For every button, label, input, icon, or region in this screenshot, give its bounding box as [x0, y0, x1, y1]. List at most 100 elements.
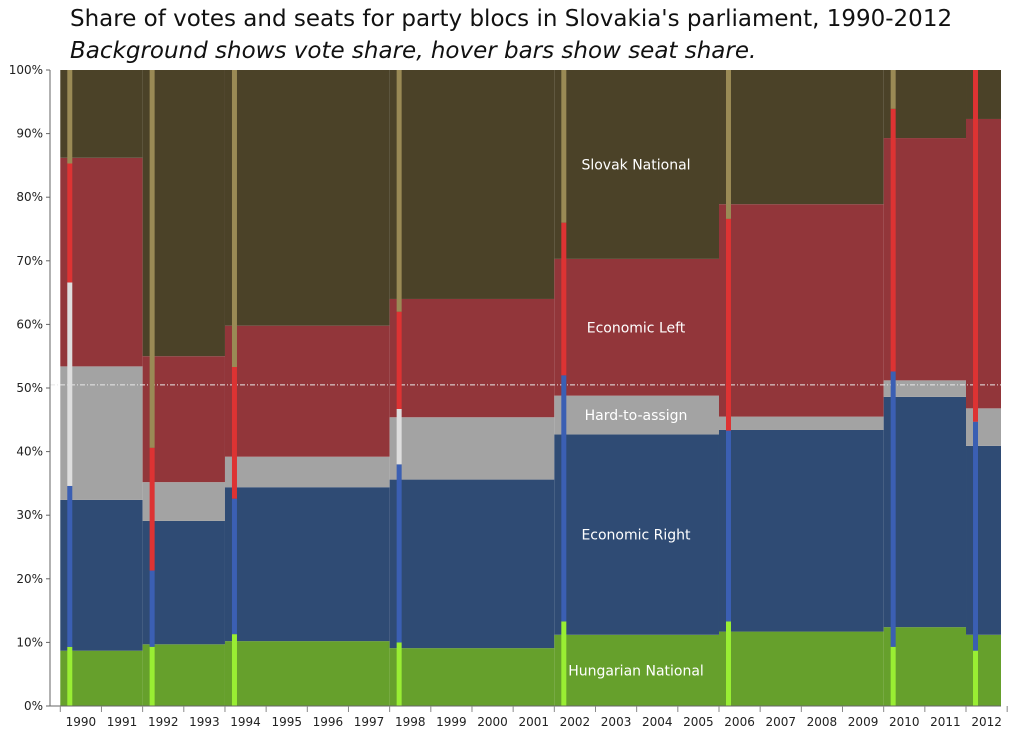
seat-bar-economic-right-2010[interactable]: [890, 371, 896, 647]
seat-bar-slovak-national-1994[interactable]: [231, 70, 237, 368]
seat-bar-hungarian-national-2002[interactable]: [561, 621, 567, 706]
x-tick-label: 1993: [189, 715, 220, 729]
x-tick-label: 2001: [518, 715, 549, 729]
seat-bar-slovak-national-1990[interactable]: [67, 70, 73, 164]
x-tick-label: 2012: [971, 715, 1002, 729]
seat-bar-hungarian-national-2010[interactable]: [890, 646, 896, 706]
y-tick-label: 40%: [16, 445, 43, 459]
seat-bar-economic-right-1990[interactable]: [67, 485, 73, 647]
x-tick-label: 2004: [642, 715, 673, 729]
y-tick-label: 90%: [16, 127, 43, 141]
vote-area-hard-to-assign-2012: [966, 408, 1001, 446]
x-tick-label: 2007: [765, 715, 796, 729]
x-tick-label: 2002: [560, 715, 591, 729]
vote-area-hungarian-national-2002: [554, 634, 719, 706]
seat-bar-economic-left-1994[interactable]: [231, 367, 237, 499]
seat-bar-slovak-national-2006[interactable]: [725, 70, 731, 219]
seat-bar-slovak-national-1998[interactable]: [396, 70, 402, 312]
seat-bar-economic-left-2006[interactable]: [725, 218, 731, 431]
bloc-label-economic-right: Economic Right: [581, 528, 691, 544]
seat-bar-economic-left-1998[interactable]: [396, 311, 402, 409]
bloc-label-economic-left: Economic Left: [587, 320, 686, 336]
vote-area-slovak-national-1990: [60, 70, 143, 158]
vote-area-hungarian-national-2012: [966, 634, 1001, 706]
vote-area-economic-right-1998: [389, 479, 555, 649]
seat-bar-economic-right-2012[interactable]: [973, 421, 979, 651]
x-tick-label: 1999: [436, 715, 467, 729]
seat-bar-hungarian-national-1990[interactable]: [67, 646, 73, 706]
x-tick-label: 2000: [477, 715, 508, 729]
seat-bar-economic-right-2002[interactable]: [561, 375, 567, 622]
seat-bar-economic-left-2012[interactable]: [973, 70, 979, 422]
seat-bar-economic-left-2010[interactable]: [890, 108, 896, 372]
x-tick-label: 2006: [724, 715, 755, 729]
vote-area-economic-left-1992: [142, 356, 225, 483]
vote-area-hungarian-national-1990: [60, 650, 143, 706]
seat-bar-hungarian-national-1992[interactable]: [149, 646, 155, 706]
x-tick-label: 1991: [107, 715, 138, 729]
vote-area-economic-right-1994: [224, 487, 390, 642]
seat-bar-economic-right-2006[interactable]: [725, 430, 731, 622]
seat-bar-slovak-national-1992[interactable]: [149, 70, 155, 448]
y-tick-label: 20%: [16, 572, 43, 586]
vote-area-hard-to-assign-1998: [389, 417, 555, 480]
seat-bar-economic-right-1994[interactable]: [231, 498, 237, 635]
vote-area-slovak-national-2002: [554, 70, 719, 259]
bloc-label-hard-to-assign: Hard-to-assign: [585, 408, 688, 424]
seat-bar-hard-to-assign-1998[interactable]: [396, 408, 402, 465]
seat-bar-hungarian-national-1994[interactable]: [231, 634, 237, 706]
vote-area-economic-right-2002: [554, 434, 719, 635]
vote-area-hard-to-assign-1992: [142, 482, 225, 521]
vote-area-economic-right-2012: [966, 445, 1001, 635]
y-tick-label: 100%: [9, 63, 43, 77]
vote-area-hard-to-assign-1990: [60, 366, 143, 500]
vote-area-economic-left-2010: [883, 138, 967, 381]
seat-bar-economic-right-1992[interactable]: [149, 570, 155, 647]
vote-area-hungarian-national-1998: [389, 648, 555, 706]
seat-bar-economic-left-2002[interactable]: [561, 222, 567, 376]
bloc-label-hungarian-national: Hungarian National: [568, 663, 704, 679]
seat-bar-economic-left-1992[interactable]: [149, 447, 155, 571]
vote-area-hungarian-national-1994: [224, 641, 390, 706]
vote-area-slovak-national-2010: [883, 70, 967, 139]
vote-area-economic-left-1990: [60, 157, 143, 367]
y-tick-label: 80%: [16, 190, 43, 204]
x-tick-label: 2011: [930, 715, 961, 729]
x-tick-label: 1998: [395, 715, 426, 729]
x-tick-label: 2005: [683, 715, 714, 729]
seat-bar-hungarian-national-2012[interactable]: [973, 650, 979, 706]
vote-area-slovak-national-1992: [142, 70, 225, 357]
x-tick-label: 1994: [230, 715, 261, 729]
vote-area-slovak-national-2012: [966, 70, 1001, 119]
seat-bar-hard-to-assign-1990[interactable]: [67, 282, 73, 486]
seat-bar-economic-right-1998[interactable]: [396, 464, 402, 643]
vote-area-economic-left-2012: [966, 118, 1001, 409]
vote-area-economic-left-1998: [389, 298, 555, 418]
y-tick-label: 50%: [16, 381, 43, 395]
vote-area-hard-to-assign-2002: [554, 395, 719, 435]
x-tick-label: 1992: [148, 715, 179, 729]
vote-area-slovak-national-2006: [718, 70, 884, 205]
vote-area-economic-left-2006: [718, 204, 884, 417]
vote-area-economic-right-2010: [883, 396, 967, 628]
vote-area-hard-to-assign-2010: [883, 380, 967, 397]
seat-bar-slovak-national-2002[interactable]: [561, 70, 567, 223]
vote-area-economic-right-1990: [60, 499, 143, 651]
seat-bar-economic-left-1990[interactable]: [67, 163, 73, 283]
vote-area-economic-left-1994: [224, 325, 390, 457]
x-tick-label: 1995: [271, 715, 302, 729]
x-tick-label: 1996: [313, 715, 344, 729]
seat-bar-slovak-national-2010[interactable]: [890, 70, 896, 109]
x-tick-label: 1997: [354, 715, 385, 729]
chart-title: Share of votes and seats for party blocs…: [70, 6, 953, 32]
seat-bar-hungarian-national-2006[interactable]: [725, 621, 731, 706]
vote-area-slovak-national-1994: [224, 70, 390, 326]
y-tick-label: 10%: [16, 635, 43, 649]
vote-area-economic-right-1992: [142, 520, 225, 645]
x-tick-label: 2003: [601, 715, 632, 729]
vote-area-hungarian-national-2010: [883, 627, 967, 706]
seat-bar-hungarian-national-1998[interactable]: [396, 642, 402, 706]
vote-area-hungarian-national-1992: [142, 644, 225, 706]
y-tick-label: 60%: [16, 317, 43, 331]
